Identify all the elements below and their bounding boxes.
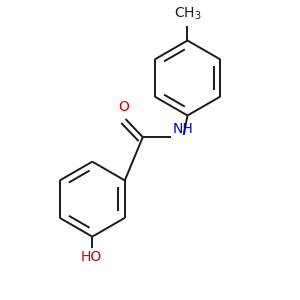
Text: HO: HO — [81, 250, 102, 264]
Text: CH$_3$: CH$_3$ — [174, 5, 202, 22]
Text: O: O — [118, 100, 130, 114]
Text: NH: NH — [172, 122, 193, 136]
